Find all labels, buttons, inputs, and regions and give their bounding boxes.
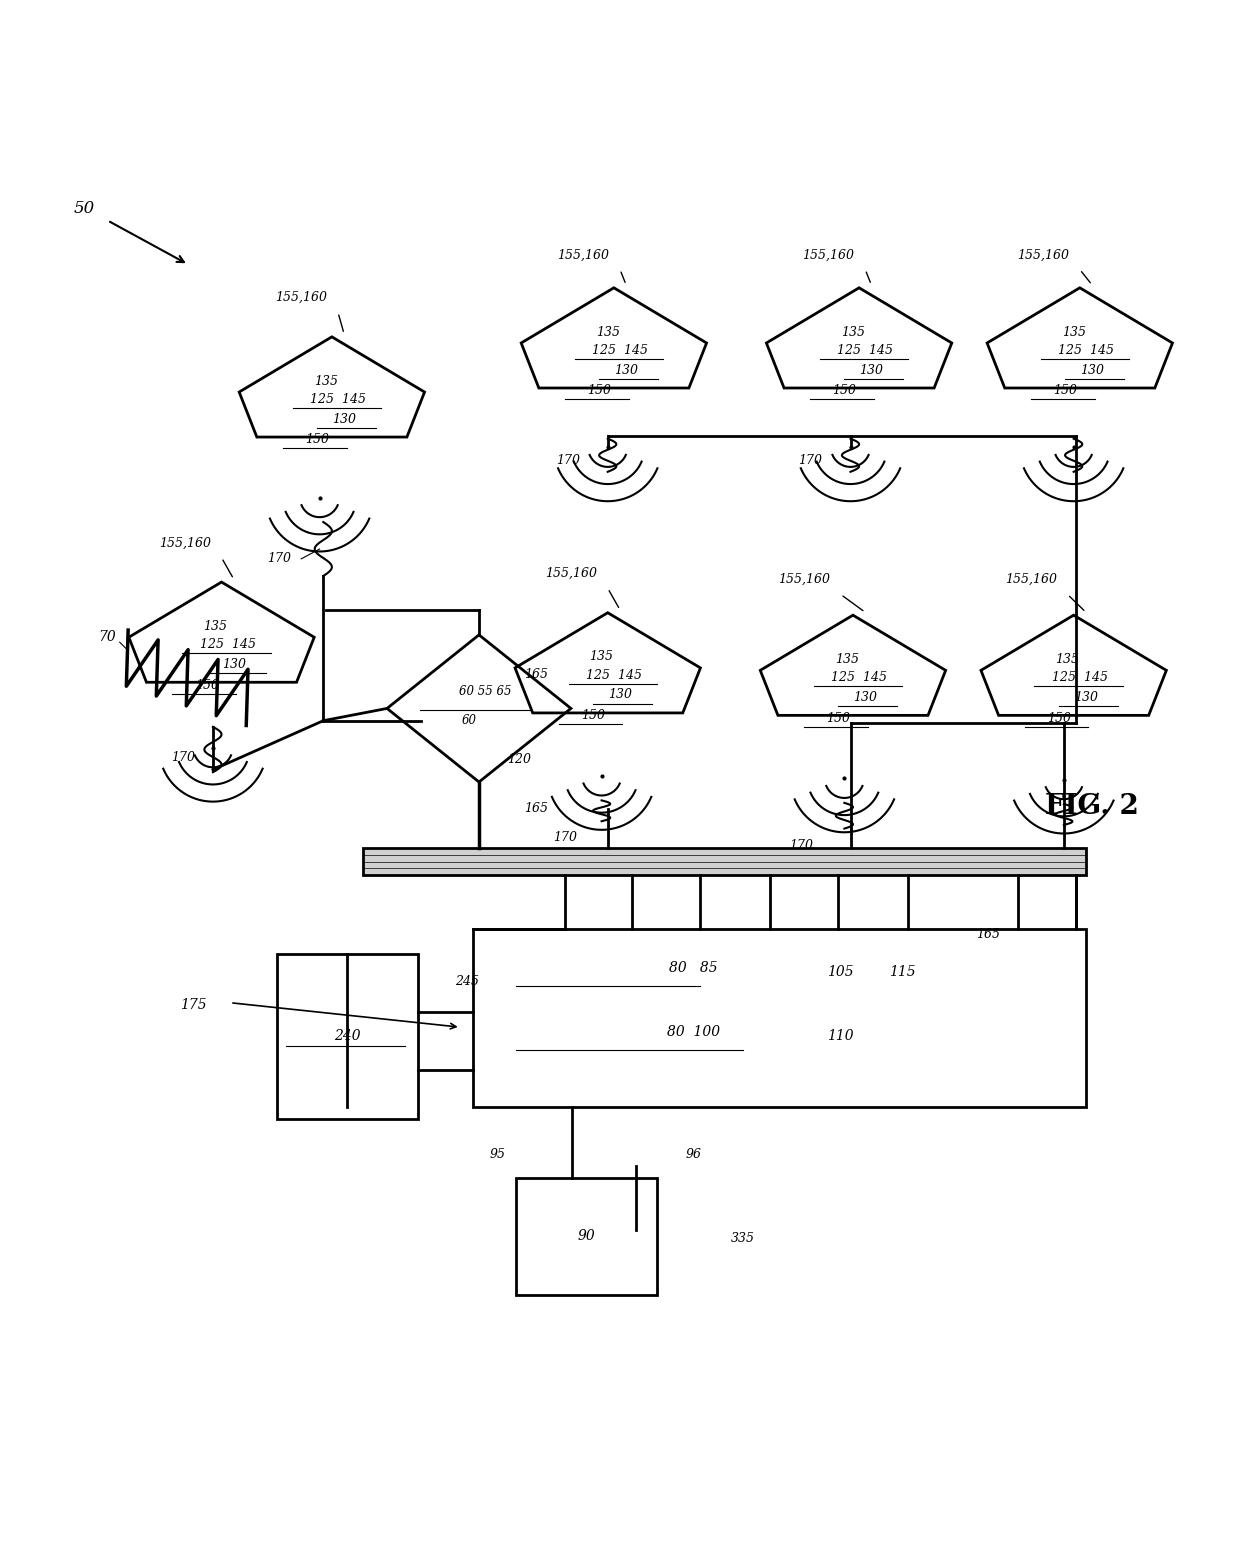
Text: 80  100: 80 100 xyxy=(667,1026,720,1038)
Text: 155,160: 155,160 xyxy=(802,249,854,261)
Text: 125  145: 125 145 xyxy=(591,344,649,357)
Text: 130: 130 xyxy=(608,688,632,701)
Text: 135: 135 xyxy=(1055,652,1080,666)
Text: 155,160: 155,160 xyxy=(544,568,596,580)
Text: 115: 115 xyxy=(889,965,915,979)
Text: 170: 170 xyxy=(557,454,580,468)
Text: 130: 130 xyxy=(614,363,639,377)
Text: 125  145: 125 145 xyxy=(310,393,366,407)
Text: 155,160: 155,160 xyxy=(275,291,327,303)
Bar xyxy=(472,929,1086,1107)
Text: 150: 150 xyxy=(588,385,611,397)
Text: 130: 130 xyxy=(859,363,883,377)
Text: 155,160: 155,160 xyxy=(777,572,830,586)
Text: 96: 96 xyxy=(686,1148,702,1160)
Text: 170: 170 xyxy=(790,840,813,852)
Bar xyxy=(362,848,1086,876)
Text: 130: 130 xyxy=(222,658,246,671)
Text: 70: 70 xyxy=(99,630,117,644)
Text: 150: 150 xyxy=(582,710,605,723)
Text: 155,160: 155,160 xyxy=(1017,249,1069,261)
Text: 170: 170 xyxy=(171,751,196,763)
Text: 125  145: 125 145 xyxy=(1058,344,1114,357)
Text: 125  145: 125 145 xyxy=(831,671,887,685)
Bar xyxy=(516,1178,657,1295)
Text: 130: 130 xyxy=(1074,691,1097,704)
Text: 130: 130 xyxy=(332,413,356,425)
Text: 165: 165 xyxy=(976,927,999,940)
Text: 125  145: 125 145 xyxy=(1052,671,1107,685)
Text: 105: 105 xyxy=(827,965,854,979)
Text: 125  145: 125 145 xyxy=(585,669,642,682)
Text: 155,160: 155,160 xyxy=(1004,572,1056,586)
Text: 135: 135 xyxy=(1061,325,1086,338)
Text: 135: 135 xyxy=(841,325,866,338)
Text: 170: 170 xyxy=(799,454,822,468)
Text: 150: 150 xyxy=(195,679,218,691)
Text: 240: 240 xyxy=(334,1029,361,1043)
Text: 135: 135 xyxy=(595,325,620,338)
Text: 155,160: 155,160 xyxy=(557,249,609,261)
Text: 135: 135 xyxy=(835,652,859,666)
Text: 90: 90 xyxy=(578,1229,595,1243)
Text: 135: 135 xyxy=(203,619,227,633)
Text: 150: 150 xyxy=(832,385,857,397)
Text: 110: 110 xyxy=(827,1029,854,1043)
Text: 165: 165 xyxy=(525,668,548,680)
Text: 95: 95 xyxy=(490,1148,506,1160)
Text: 60 55 65: 60 55 65 xyxy=(459,685,511,698)
Text: 135: 135 xyxy=(314,374,337,388)
Text: 165: 165 xyxy=(525,802,548,815)
Text: 120: 120 xyxy=(507,754,532,766)
Text: 150: 150 xyxy=(1053,385,1078,397)
Bar xyxy=(277,954,418,1120)
Text: 50: 50 xyxy=(73,200,94,217)
Text: 150: 150 xyxy=(305,433,329,446)
Text: 175: 175 xyxy=(180,998,207,1012)
Text: 130: 130 xyxy=(853,691,877,704)
Text: 170: 170 xyxy=(553,830,577,843)
Text: 135: 135 xyxy=(589,651,614,663)
Text: 245: 245 xyxy=(455,976,479,988)
Text: 335: 335 xyxy=(730,1231,755,1245)
Text: 130: 130 xyxy=(1080,363,1104,377)
Text: 60: 60 xyxy=(461,715,476,727)
Text: 150: 150 xyxy=(1047,712,1071,724)
Text: 170: 170 xyxy=(267,552,291,565)
Text: 125  145: 125 145 xyxy=(200,638,255,651)
Text: 80   85: 80 85 xyxy=(670,962,718,976)
Text: 150: 150 xyxy=(826,712,851,724)
Text: FIG. 2: FIG. 2 xyxy=(1045,793,1140,820)
Text: 125  145: 125 145 xyxy=(837,344,893,357)
Text: 155,160: 155,160 xyxy=(159,536,211,549)
